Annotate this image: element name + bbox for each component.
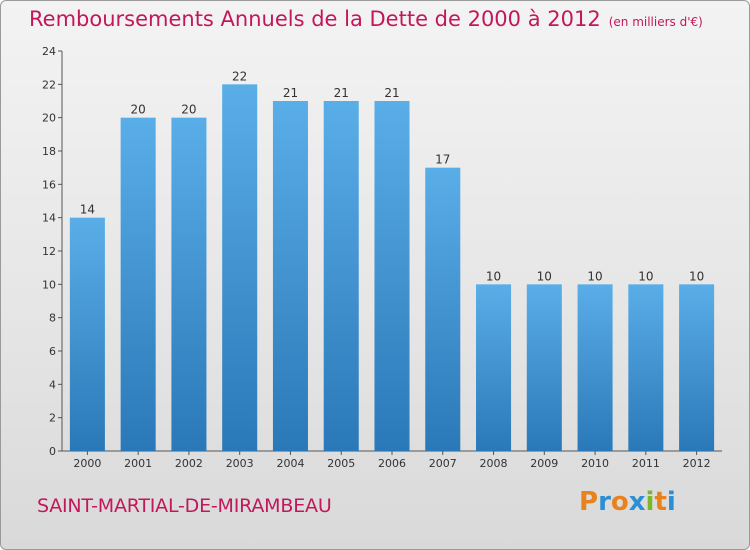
bar: [476, 284, 512, 451]
data-label: 10: [638, 269, 653, 283]
x-tick-label: 2001: [124, 457, 152, 470]
bar: [425, 167, 461, 451]
y-tick-label: 10: [42, 278, 56, 291]
data-label: 21: [283, 86, 298, 100]
y-tick-label: 4: [49, 378, 56, 391]
bar: [526, 284, 562, 451]
logo-letter: i: [645, 487, 655, 517]
bar: [171, 117, 207, 452]
data-label: 20: [181, 103, 196, 117]
data-label: 17: [435, 153, 450, 167]
data-label: 10: [537, 269, 552, 283]
y-tick-label: 0: [49, 445, 56, 458]
x-tick-label: 2002: [175, 457, 203, 470]
x-tick-label: 2009: [530, 457, 558, 470]
chart-bars: [69, 84, 715, 452]
data-label: 22: [232, 69, 247, 83]
bar: [69, 217, 105, 451]
data-label: 21: [334, 86, 349, 100]
bar: [374, 101, 410, 451]
chart-unit: (en milliers d'€): [608, 15, 703, 29]
y-tick-label: 16: [42, 178, 56, 191]
bar: [679, 284, 715, 451]
x-tick-label: 2006: [378, 457, 406, 470]
y-tick-label: 6: [49, 345, 56, 358]
x-tick-label: 2004: [276, 457, 304, 470]
data-label: 14: [80, 203, 95, 217]
bar: [222, 84, 258, 451]
y-tick-label: 14: [42, 212, 56, 225]
logo-letter: o: [610, 487, 629, 517]
y-tick-label: 22: [42, 78, 56, 91]
bar: [577, 284, 613, 451]
data-label: 10: [486, 269, 501, 283]
x-tick-label: 2000: [73, 457, 101, 470]
x-tick-label: 2005: [327, 457, 355, 470]
logo-letter: t: [654, 487, 667, 517]
data-label: 21: [384, 86, 399, 100]
chart-title-text: Remboursements Annuels de la Dette de 20…: [29, 7, 601, 31]
y-tick-label: 24: [42, 45, 56, 58]
x-tick-label: 2012: [683, 457, 711, 470]
x-tick-label: 2008: [480, 457, 508, 470]
x-tick-label: 2010: [581, 457, 609, 470]
bar: [628, 284, 664, 451]
x-tick-label: 2007: [429, 457, 457, 470]
data-label: 10: [587, 269, 602, 283]
y-tick-label: 8: [49, 312, 56, 325]
bar: [323, 101, 359, 451]
y-tick-label: 2: [49, 412, 56, 425]
bar: [120, 117, 156, 452]
x-tick-label: 2011: [632, 457, 660, 470]
data-label: 20: [131, 103, 146, 117]
logo-letter: i: [666, 487, 676, 517]
chart-data-labels: 14 20 20 22 21 21 21 17 10 10 10 10 10: [80, 69, 705, 283]
y-tick-label: 18: [42, 145, 56, 158]
y-tick-label: 20: [42, 112, 56, 125]
proxiti-logo[interactable]: Proxiti: [579, 487, 676, 517]
data-label: 10: [689, 269, 704, 283]
bar: [272, 101, 308, 451]
logo-letter: P: [579, 487, 599, 517]
y-tick-label: 12: [42, 245, 56, 258]
commune-name: SAINT-MARTIAL-DE-MIRAMBEAU: [37, 495, 332, 517]
logo-letter: r: [598, 487, 611, 517]
chart-title: Remboursements Annuels de la Dette de 20…: [29, 7, 703, 31]
logo-letter: x: [628, 487, 646, 517]
x-tick-label: 2003: [226, 457, 254, 470]
